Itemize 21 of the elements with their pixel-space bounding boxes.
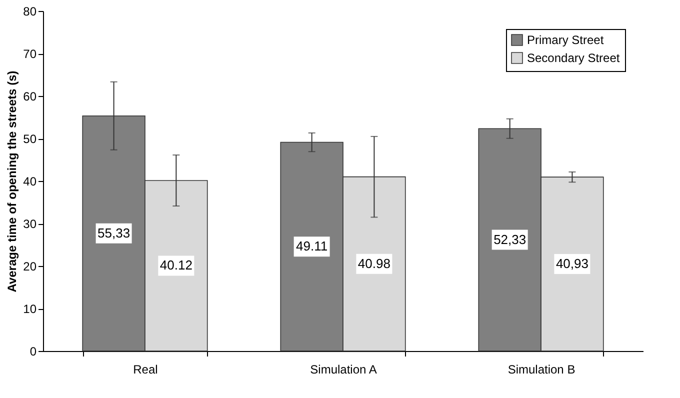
x-tick-label: Real xyxy=(133,362,158,376)
data-label: 55,33 xyxy=(98,225,130,240)
y-tick-label: 70 xyxy=(23,47,37,61)
y-axis-title: Average time of opening the streets (s) xyxy=(5,70,20,292)
y-tick-label: 30 xyxy=(23,217,37,231)
y-tick-label: 10 xyxy=(23,302,37,316)
data-label: 40,93 xyxy=(556,256,588,272)
y-tick-label: 60 xyxy=(23,90,37,104)
y-tick-label: 40 xyxy=(23,174,37,188)
legend-label: Primary Street xyxy=(527,33,604,47)
y-tick-label: 50 xyxy=(23,132,37,146)
legend-label: Secondary Street xyxy=(527,51,620,65)
x-tick-label: Simulation B xyxy=(508,362,576,376)
y-tick-label: 80 xyxy=(23,4,37,18)
data-label: 40.98 xyxy=(358,256,390,271)
x-tick-label: Simulation A xyxy=(310,362,377,376)
data-label: 52,33 xyxy=(494,232,526,247)
y-tick-label: 0 xyxy=(30,344,37,358)
data-label: 40.12 xyxy=(160,258,192,273)
y-tick-label: 20 xyxy=(23,260,37,274)
data-label: 49.11 xyxy=(296,238,328,254)
